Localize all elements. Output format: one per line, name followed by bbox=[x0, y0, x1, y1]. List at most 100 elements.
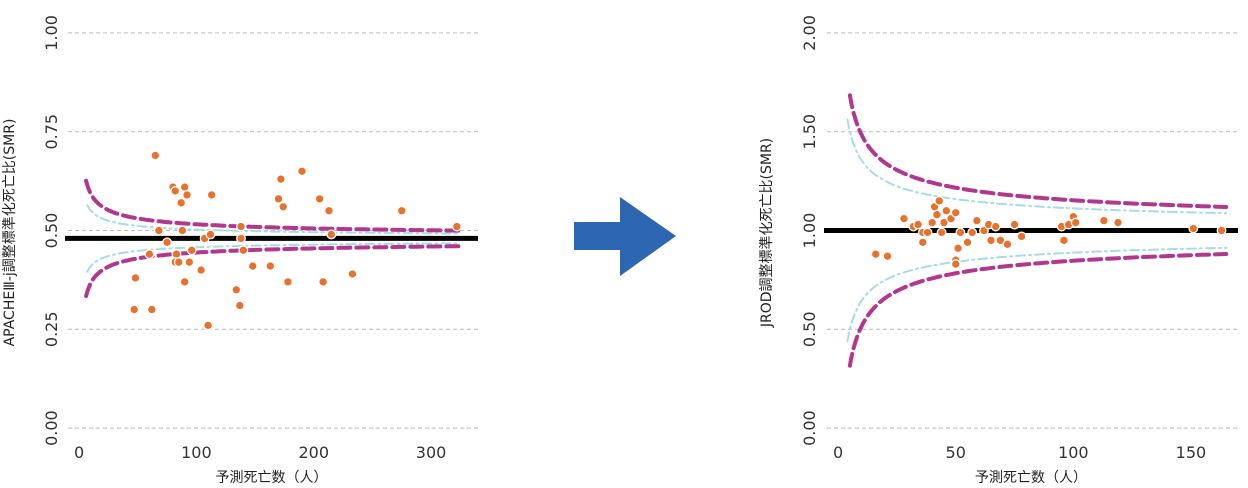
data-point bbox=[173, 257, 184, 268]
data-point bbox=[1058, 235, 1069, 246]
data-point bbox=[247, 261, 258, 272]
data-point bbox=[278, 201, 289, 212]
data-point bbox=[318, 276, 329, 287]
data-point bbox=[986, 235, 996, 246]
data-point bbox=[1188, 223, 1199, 234]
data-point bbox=[265, 261, 276, 272]
data-point bbox=[950, 207, 961, 218]
x-axis-label: 予測死亡数（人） bbox=[216, 470, 328, 486]
data-point bbox=[314, 193, 325, 204]
data-point bbox=[146, 304, 157, 315]
data-point bbox=[179, 276, 190, 287]
data-point bbox=[917, 237, 928, 248]
data-point bbox=[326, 229, 337, 240]
data-point bbox=[324, 205, 334, 216]
y-axis-label: JROD調整標準化死亡比(SMR) bbox=[759, 138, 775, 328]
data-point bbox=[971, 215, 982, 226]
data-point bbox=[177, 225, 188, 236]
y-tick-label: 0.00 bbox=[800, 410, 819, 446]
data-point bbox=[182, 189, 192, 200]
chart-jrod: 0.00 0.50 1.00 1.50 2.00 0 50 100 150 予測死亡数（人） JRO… bbox=[759, 15, 1238, 486]
data-point bbox=[297, 166, 307, 177]
data-point bbox=[205, 229, 216, 240]
data-point bbox=[882, 251, 893, 262]
x-tick-label: 300 bbox=[416, 443, 447, 462]
data-point bbox=[144, 249, 155, 260]
y-tick-label: 0.25 bbox=[42, 311, 61, 347]
data-point bbox=[955, 227, 966, 238]
outer-limit-upper bbox=[847, 93, 1229, 209]
outer-limit-lower bbox=[847, 252, 1229, 368]
data-point bbox=[130, 272, 141, 283]
data-point bbox=[275, 174, 286, 185]
data-point bbox=[238, 245, 249, 256]
data-point bbox=[990, 221, 1001, 232]
outer-limit-lower bbox=[84, 244, 463, 298]
data-point bbox=[184, 257, 195, 268]
data-point bbox=[967, 227, 978, 238]
x-tick-label: 100 bbox=[1058, 443, 1089, 462]
data-point bbox=[927, 217, 938, 228]
data-point bbox=[962, 237, 973, 248]
data-point bbox=[206, 189, 217, 200]
y-tick-label: 0.75 bbox=[42, 114, 61, 150]
data-point bbox=[1002, 239, 1013, 250]
data-point bbox=[1016, 231, 1027, 242]
y-tick-label: 0.00 bbox=[42, 410, 61, 446]
data-point bbox=[1009, 219, 1020, 230]
data-point bbox=[234, 300, 245, 311]
data-point bbox=[931, 209, 942, 220]
x-tick-label: 0 bbox=[833, 443, 843, 462]
data-point bbox=[899, 213, 909, 224]
data-point bbox=[282, 276, 293, 287]
data-point bbox=[451, 221, 462, 232]
y-tick-label: 1.00 bbox=[800, 213, 819, 249]
inner-limit-upper bbox=[846, 118, 1228, 215]
y-tick-label: 0.50 bbox=[42, 213, 61, 249]
inner-limit-upper bbox=[86, 204, 462, 235]
y-tick-label: 1.50 bbox=[800, 114, 819, 150]
data-point bbox=[186, 245, 197, 256]
y-tick-label: 0.50 bbox=[800, 311, 819, 347]
data-point bbox=[1113, 217, 1123, 228]
right-arrow-icon bbox=[574, 197, 676, 276]
data-point bbox=[236, 221, 246, 232]
x-tick-label: 150 bbox=[1176, 443, 1207, 462]
data-point bbox=[153, 225, 164, 236]
data-point bbox=[231, 284, 242, 295]
inner-limit-lower bbox=[846, 246, 1228, 343]
x-tick-label: 50 bbox=[946, 443, 966, 462]
data-point bbox=[934, 195, 945, 206]
data-point bbox=[870, 249, 881, 260]
data-point bbox=[936, 227, 947, 238]
data-point bbox=[1098, 215, 1109, 226]
data-point bbox=[922, 227, 933, 238]
data-point bbox=[941, 205, 952, 216]
x-tick-label: 0 bbox=[74, 443, 84, 462]
data-point bbox=[273, 193, 284, 204]
y-tick-label: 2.00 bbox=[800, 15, 819, 51]
data-point bbox=[236, 233, 246, 244]
data-point bbox=[129, 304, 140, 315]
y-tick-label: 1.00 bbox=[42, 15, 61, 51]
outer-limit-upper bbox=[84, 178, 463, 233]
inner-limit-lower bbox=[86, 242, 462, 273]
data-point bbox=[1216, 225, 1227, 236]
data-point bbox=[953, 243, 964, 254]
data-point bbox=[347, 269, 358, 279]
x-tick-label: 100 bbox=[181, 443, 212, 462]
x-axis-label: 予測死亡数（人） bbox=[975, 470, 1087, 486]
data-point bbox=[396, 205, 407, 216]
data-point bbox=[196, 265, 207, 275]
y-axis-label: APACHEⅢ-j調整標準化死亡比(SMR) bbox=[2, 119, 18, 347]
data-point bbox=[913, 219, 924, 230]
data-point bbox=[1070, 217, 1081, 228]
data-point bbox=[176, 197, 187, 208]
data-point bbox=[162, 237, 173, 248]
data-point bbox=[170, 186, 181, 196]
data-point bbox=[203, 320, 214, 331]
data-point bbox=[950, 259, 961, 270]
chart-apache: 0.00 0.25 0.50 0.75 1.00 0 100 200 300 予測死亡数（人） AP… bbox=[2, 15, 478, 486]
data-point bbox=[150, 150, 161, 161]
